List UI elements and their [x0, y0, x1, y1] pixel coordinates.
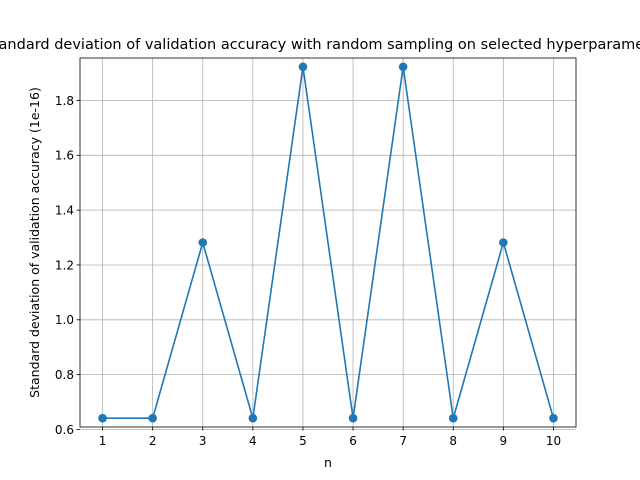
data-point: [398, 62, 408, 72]
data-point: [98, 413, 107, 423]
x-tick-label: 6: [349, 434, 357, 448]
grid: [80, 58, 576, 430]
y-tick-label: 1.2: [55, 258, 74, 272]
y-tick-label: 1.6: [55, 149, 74, 163]
data-point: [549, 413, 558, 423]
y-tick-label: 0.8: [55, 368, 74, 382]
y-axis-label: Standard deviation of validation accurac…: [27, 87, 42, 398]
data-point: [298, 62, 308, 72]
x-tick-label: 9: [500, 434, 508, 448]
x-tick-label: 10: [546, 434, 561, 448]
chart-title: Standard deviation of validation accurac…: [0, 37, 640, 53]
x-tick-label: 2: [149, 434, 157, 448]
x-tick-label: 4: [249, 434, 257, 448]
x-tick-label: 1: [99, 434, 107, 448]
data-point: [448, 413, 458, 423]
y-tick-label: 1.4: [55, 203, 74, 217]
data-point: [348, 413, 358, 423]
series-line: [102, 65, 555, 420]
data-point: [499, 238, 508, 247]
x-tick-label: 8: [449, 434, 457, 448]
data-point: [198, 238, 208, 247]
x-axis-label: n: [324, 455, 332, 470]
x-tick-label: 5: [299, 434, 307, 448]
y-tick-label: 1.0: [55, 313, 74, 327]
y-tick-label: 1.8: [55, 94, 74, 108]
data-point: [248, 413, 258, 423]
data-point: [148, 413, 157, 423]
y-tick-label: 0.6: [55, 423, 74, 437]
x-tick-label: 3: [199, 434, 207, 448]
axis-ticks: 1 2 3 4 5 6 7 8 9 10 0.6 0.8 1.0 1.2 1.4 1.6 1.8: [55, 94, 561, 448]
data-series: [98, 62, 558, 423]
x-tick-label: 7: [399, 434, 407, 448]
axes-frame: [79, 57, 577, 428]
